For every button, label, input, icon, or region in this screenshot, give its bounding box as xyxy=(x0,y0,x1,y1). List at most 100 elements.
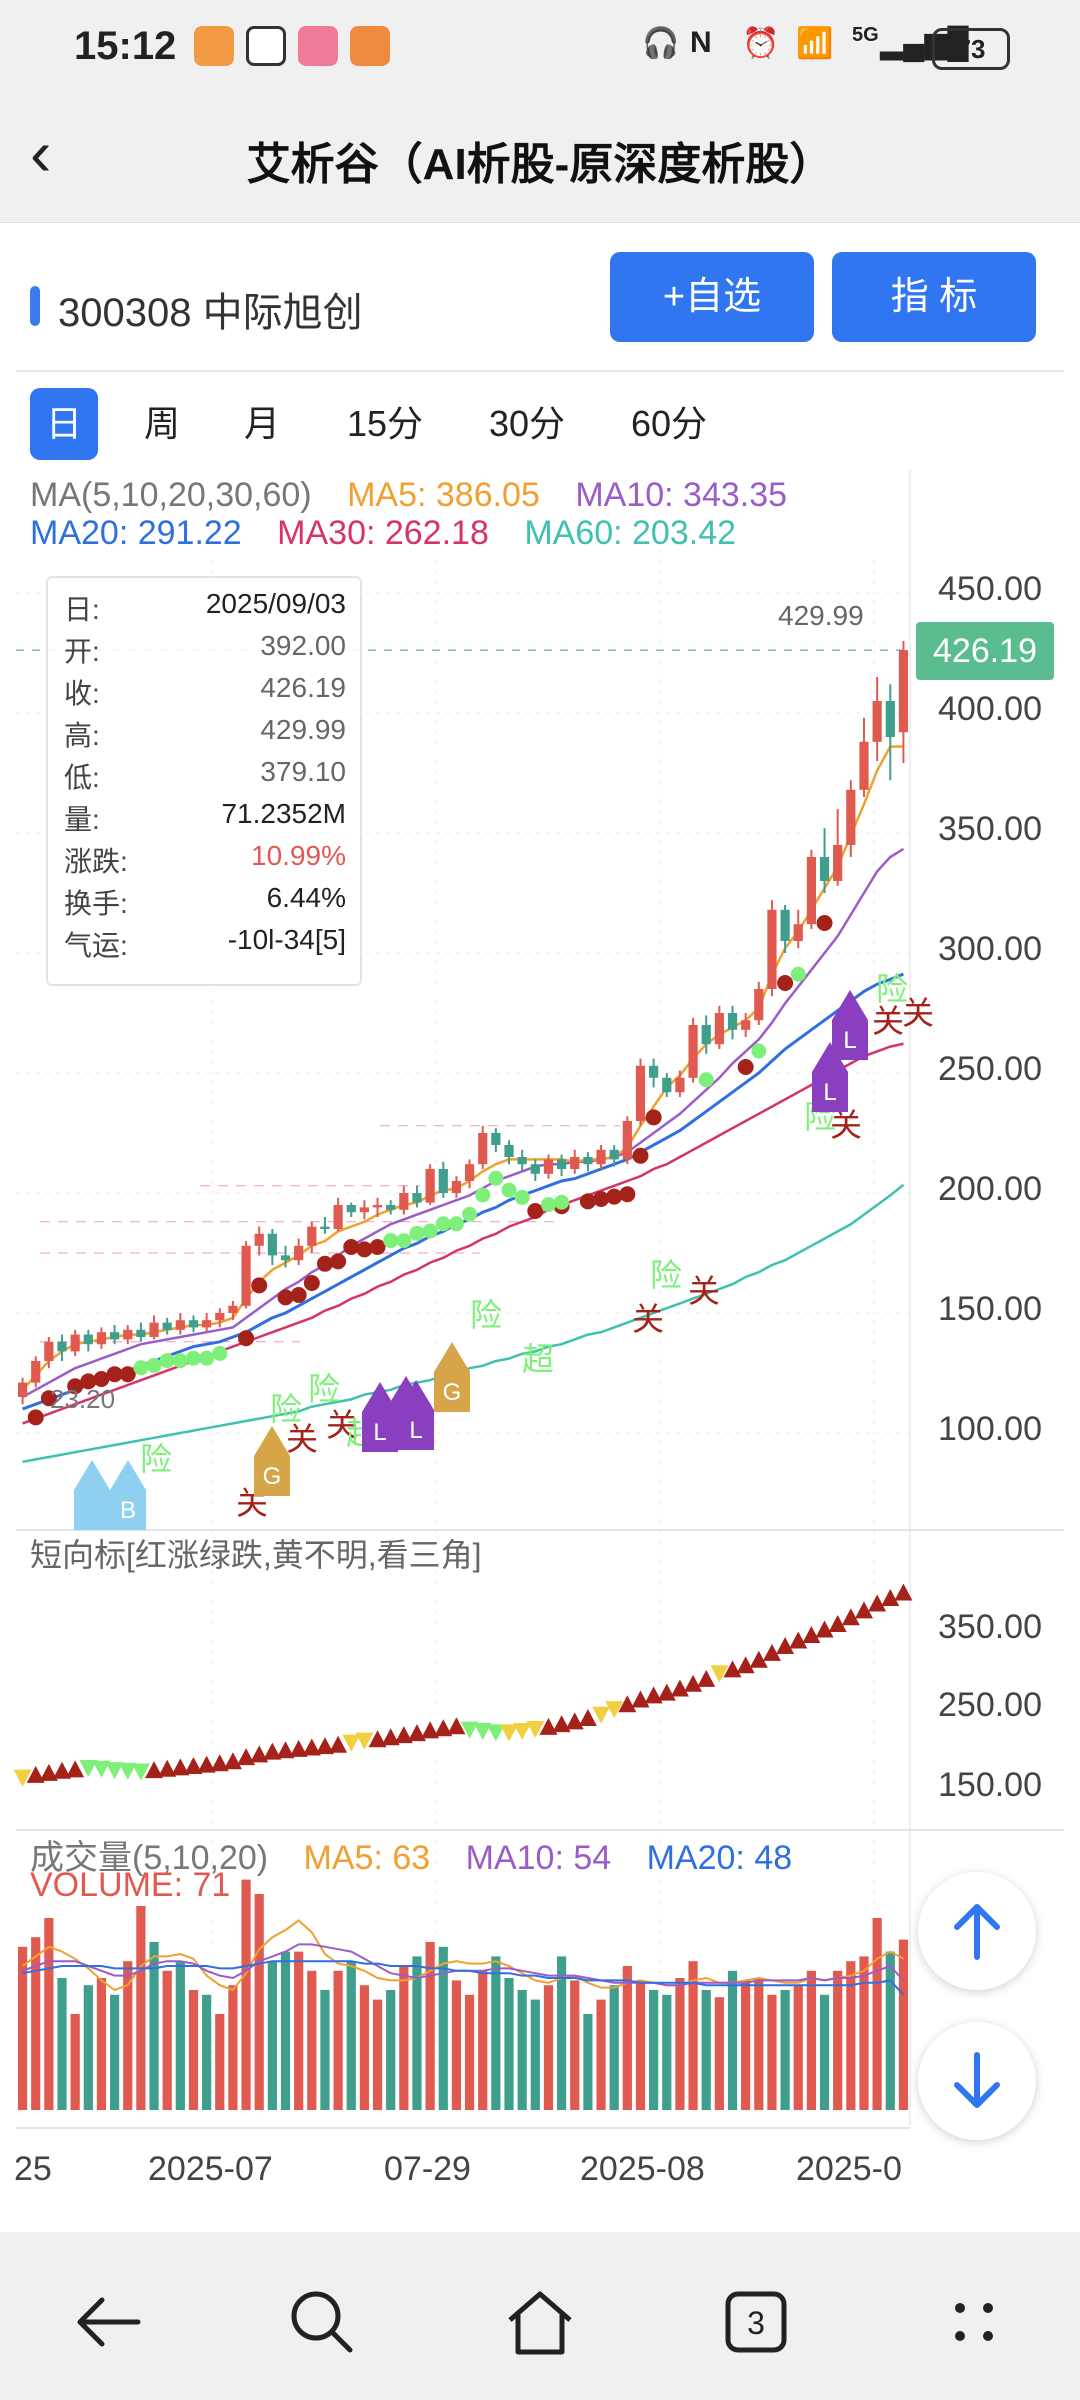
volume-bar xyxy=(96,1978,107,2110)
signal-dot-green xyxy=(475,1187,491,1203)
volume-bar xyxy=(17,1946,28,2110)
volume-bar xyxy=(44,1918,54,2110)
add-watchlist-button[interactable]: +自选 xyxy=(610,252,814,342)
scroll-up-button[interactable] xyxy=(918,1872,1036,1990)
signal-dot-green xyxy=(409,1225,425,1241)
candle-body xyxy=(412,1193,422,1203)
back-arrow-icon xyxy=(77,2297,141,2347)
signal-label: 关 xyxy=(902,995,934,1031)
svg-text:3: 3 xyxy=(747,2305,765,2341)
back-button[interactable]: ‹ xyxy=(30,117,52,189)
l-marker-letter: L xyxy=(373,1419,386,1446)
g-marker-letter: G xyxy=(443,1379,462,1406)
candle-body xyxy=(833,845,843,881)
candle-body xyxy=(241,1245,251,1306)
price-tick: 400.00 xyxy=(938,690,1042,728)
nav-menu-button[interactable] xyxy=(934,2282,1014,2362)
price-tick: 200.00 xyxy=(938,1170,1042,1208)
trend-up-triangle xyxy=(868,1594,887,1612)
candle-body xyxy=(228,1305,238,1313)
nav-home-button[interactable] xyxy=(500,2282,580,2362)
volume-bar xyxy=(675,1978,685,2110)
volume-bar xyxy=(412,1956,422,2110)
volume-bar xyxy=(372,1999,383,2110)
volume-bar xyxy=(307,1970,317,2110)
signal-dot-red xyxy=(343,1239,360,1255)
trend-up-triangle xyxy=(657,1683,676,1701)
trend-up-triangle xyxy=(184,1757,203,1774)
signal-dot-green xyxy=(448,1216,464,1232)
high-price-marker: 429.99 xyxy=(778,600,864,631)
period-tabs: 日 周 月 15分 30分 60分 xyxy=(0,384,1080,464)
signal-dot-red xyxy=(251,1277,268,1294)
ma30-legend: MA30: 262.18 xyxy=(277,514,489,552)
status-bar: 15:12 🎧 N ⏰ 📶 5G ▂▄▆█ 73 xyxy=(0,0,1080,92)
notification-music-icon xyxy=(298,26,338,66)
volume-bar xyxy=(228,1985,238,2110)
l-marker-letter: L xyxy=(843,1027,856,1054)
alarm-icon: ⏰ xyxy=(742,27,780,60)
candle-body xyxy=(530,1164,540,1174)
price-tick: 250.00 xyxy=(938,1050,1042,1088)
trend-up-triangle xyxy=(171,1758,190,1776)
volume-bar xyxy=(530,1999,540,2110)
ma10-legend: MA10: 343.35 xyxy=(575,476,788,514)
candle-body xyxy=(819,857,830,881)
scroll-down-button[interactable] xyxy=(918,2022,1036,2140)
divider xyxy=(16,370,1064,372)
volume-bar xyxy=(754,1978,764,2110)
trend-up-triangle xyxy=(302,1738,321,1756)
tab-week[interactable]: 周 xyxy=(143,403,180,444)
nav-back-button[interactable] xyxy=(68,2282,148,2362)
trend-down-triangle xyxy=(79,1760,98,1778)
notification-hand-icon xyxy=(246,26,286,66)
page-title: 艾析谷（AI析股-原深度析股） xyxy=(246,140,834,189)
trend-up-triangle xyxy=(39,1763,58,1781)
candle-body xyxy=(898,650,909,733)
info-row-date: 日: 2025/09/03 xyxy=(64,588,346,625)
volume-bar xyxy=(570,1980,580,2110)
b-marker-letter: B xyxy=(120,1497,136,1524)
trend-up-triangle xyxy=(828,1615,847,1633)
nav-search-button[interactable] xyxy=(282,2282,362,2362)
candle-body xyxy=(806,857,816,925)
candle-body xyxy=(320,1226,330,1229)
signal-dot-red xyxy=(579,1193,596,1210)
volume-bar xyxy=(83,1985,93,2110)
ma60-legend: MA60: 203.42 xyxy=(524,514,737,552)
trend-up-triangle xyxy=(565,1712,584,1730)
info-row-close: 收: 426.19 xyxy=(64,672,346,709)
signal-label: 关 xyxy=(688,1273,720,1309)
candle-body xyxy=(346,1205,356,1213)
signal-dot-red xyxy=(527,1203,544,1219)
tab-month[interactable]: 月 xyxy=(243,403,280,444)
candle-body xyxy=(767,909,777,989)
price-tick: 150.00 xyxy=(938,1290,1042,1328)
tab-60min[interactable]: 60分 xyxy=(630,403,708,444)
short-indicator-title: 短向标[红涨绿跌,黄不明,看三角] xyxy=(30,1537,482,1573)
nav-tabs-button[interactable]: 3 xyxy=(716,2282,796,2362)
candle-body xyxy=(504,1145,514,1157)
signal-dot-red xyxy=(593,1191,610,1207)
trend-up-triangle xyxy=(26,1765,45,1783)
current-price-badge: 426.19 xyxy=(916,622,1054,680)
candle-body xyxy=(372,1205,383,1208)
volume-bar xyxy=(649,1990,659,2110)
trend-neutral-triangle xyxy=(342,1734,361,1752)
tab-30min[interactable]: 30分 xyxy=(488,403,566,444)
volume-bar xyxy=(478,1970,488,2110)
signal-icon: ▂▄▆█ xyxy=(880,27,969,60)
trend-up-triangle xyxy=(552,1715,571,1733)
volume-bar xyxy=(57,1978,67,2110)
candle-body xyxy=(754,989,764,1021)
volume-bar xyxy=(425,1942,435,2110)
indicator-button[interactable]: 指 标 xyxy=(832,252,1036,342)
trend-up-triangle xyxy=(749,1650,768,1668)
trend-up-triangle xyxy=(145,1761,164,1779)
signal-dot-red xyxy=(67,1378,84,1395)
candle-body xyxy=(136,1329,146,1337)
signal-dot-green xyxy=(462,1206,478,1222)
tab-day[interactable]: 日 xyxy=(30,388,98,460)
tab-15min[interactable]: 15分 xyxy=(346,403,424,444)
x-tick: 2025-08 xyxy=(580,2150,705,2188)
